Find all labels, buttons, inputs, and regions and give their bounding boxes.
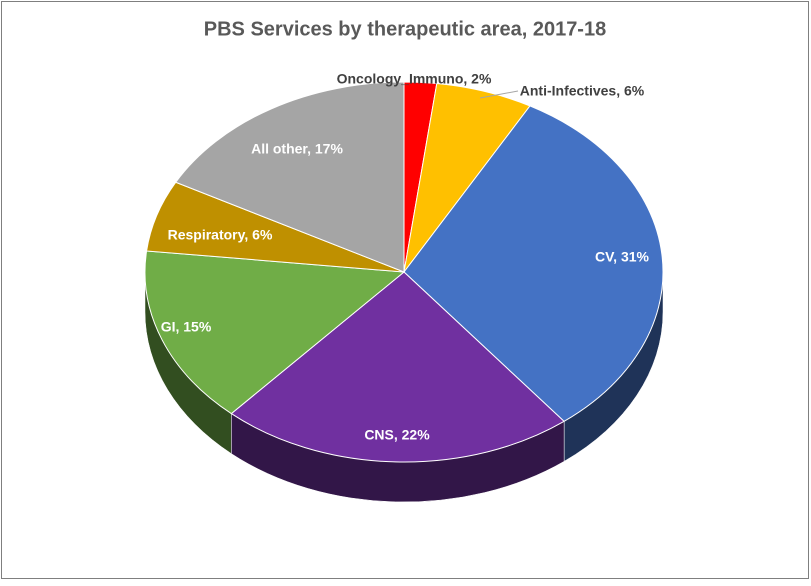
data-label: CV, 31%	[595, 249, 650, 265]
data-label: CNS, 22%	[364, 427, 430, 443]
data-label: Oncology_Immuno, 2%	[337, 71, 492, 87]
data-label: GI, 15%	[161, 319, 212, 335]
slice	[144, 250, 406, 415]
data-label: Anti-Infectives, 6%	[520, 83, 645, 99]
slice	[174, 81, 405, 273]
data-label: All other, 17%	[251, 141, 343, 157]
slice	[403, 105, 664, 422]
data-label: Respiratory, 6%	[168, 227, 273, 243]
leader-line	[479, 90, 519, 99]
slice	[230, 271, 565, 463]
chart-title: PBS Services by therapeutic area, 2017-1…	[204, 18, 606, 40]
